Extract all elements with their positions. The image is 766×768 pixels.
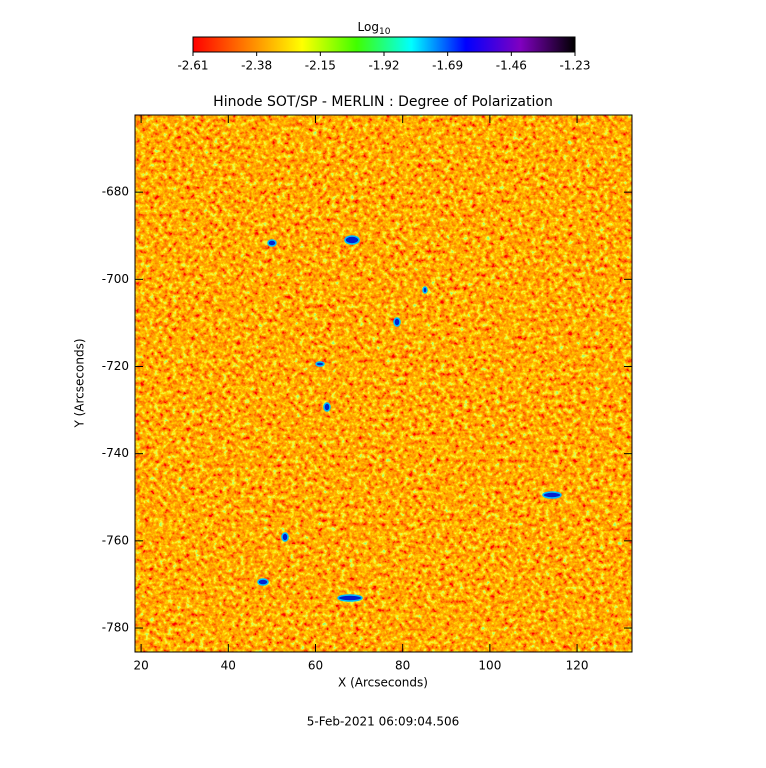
y-axis-label: Y (Arcseconds) (73, 338, 87, 428)
colorbar-tick-label: -1.46 (496, 59, 527, 73)
y-tick-label: -740 (102, 446, 129, 460)
plot-frame (134, 114, 633, 653)
chart-title: Hinode SOT/SP - MERLIN : Degree of Polar… (213, 94, 553, 110)
colorbar-tick-label: -1.23 (559, 59, 590, 73)
y-tick-label: -720 (102, 359, 129, 373)
colorbar (192, 36, 576, 53)
y-tick-label: -700 (102, 272, 129, 286)
x-tick-label: 40 (221, 659, 236, 673)
image-layer (135, 115, 632, 652)
colorbar-tick-label: -2.61 (177, 59, 208, 73)
x-tick-label: 80 (395, 659, 410, 673)
x-tick-label: 100 (478, 659, 501, 673)
colorbar-tick-label: -1.69 (432, 59, 463, 73)
colorbar-label: Log10 (358, 20, 391, 37)
spots (257, 235, 562, 602)
x-tick-label: 120 (566, 659, 589, 673)
colorbar-tick-label: -2.15 (305, 59, 336, 73)
heatmap-image (135, 115, 632, 652)
colorbar-tick-label: -2.38 (241, 59, 272, 73)
date: 5-Feb-2021 06:09:04.506 (307, 715, 460, 729)
colorbar-tick-label: -1.92 (368, 59, 399, 73)
x-tick-label: 20 (133, 659, 148, 673)
x-axis-label: X (Arcseconds) (338, 676, 428, 690)
y-tick-label: -760 (102, 533, 129, 547)
y-tick-label: -780 (102, 621, 129, 635)
y-tick-label: -680 (102, 185, 129, 199)
x-tick-label: 60 (308, 659, 323, 673)
